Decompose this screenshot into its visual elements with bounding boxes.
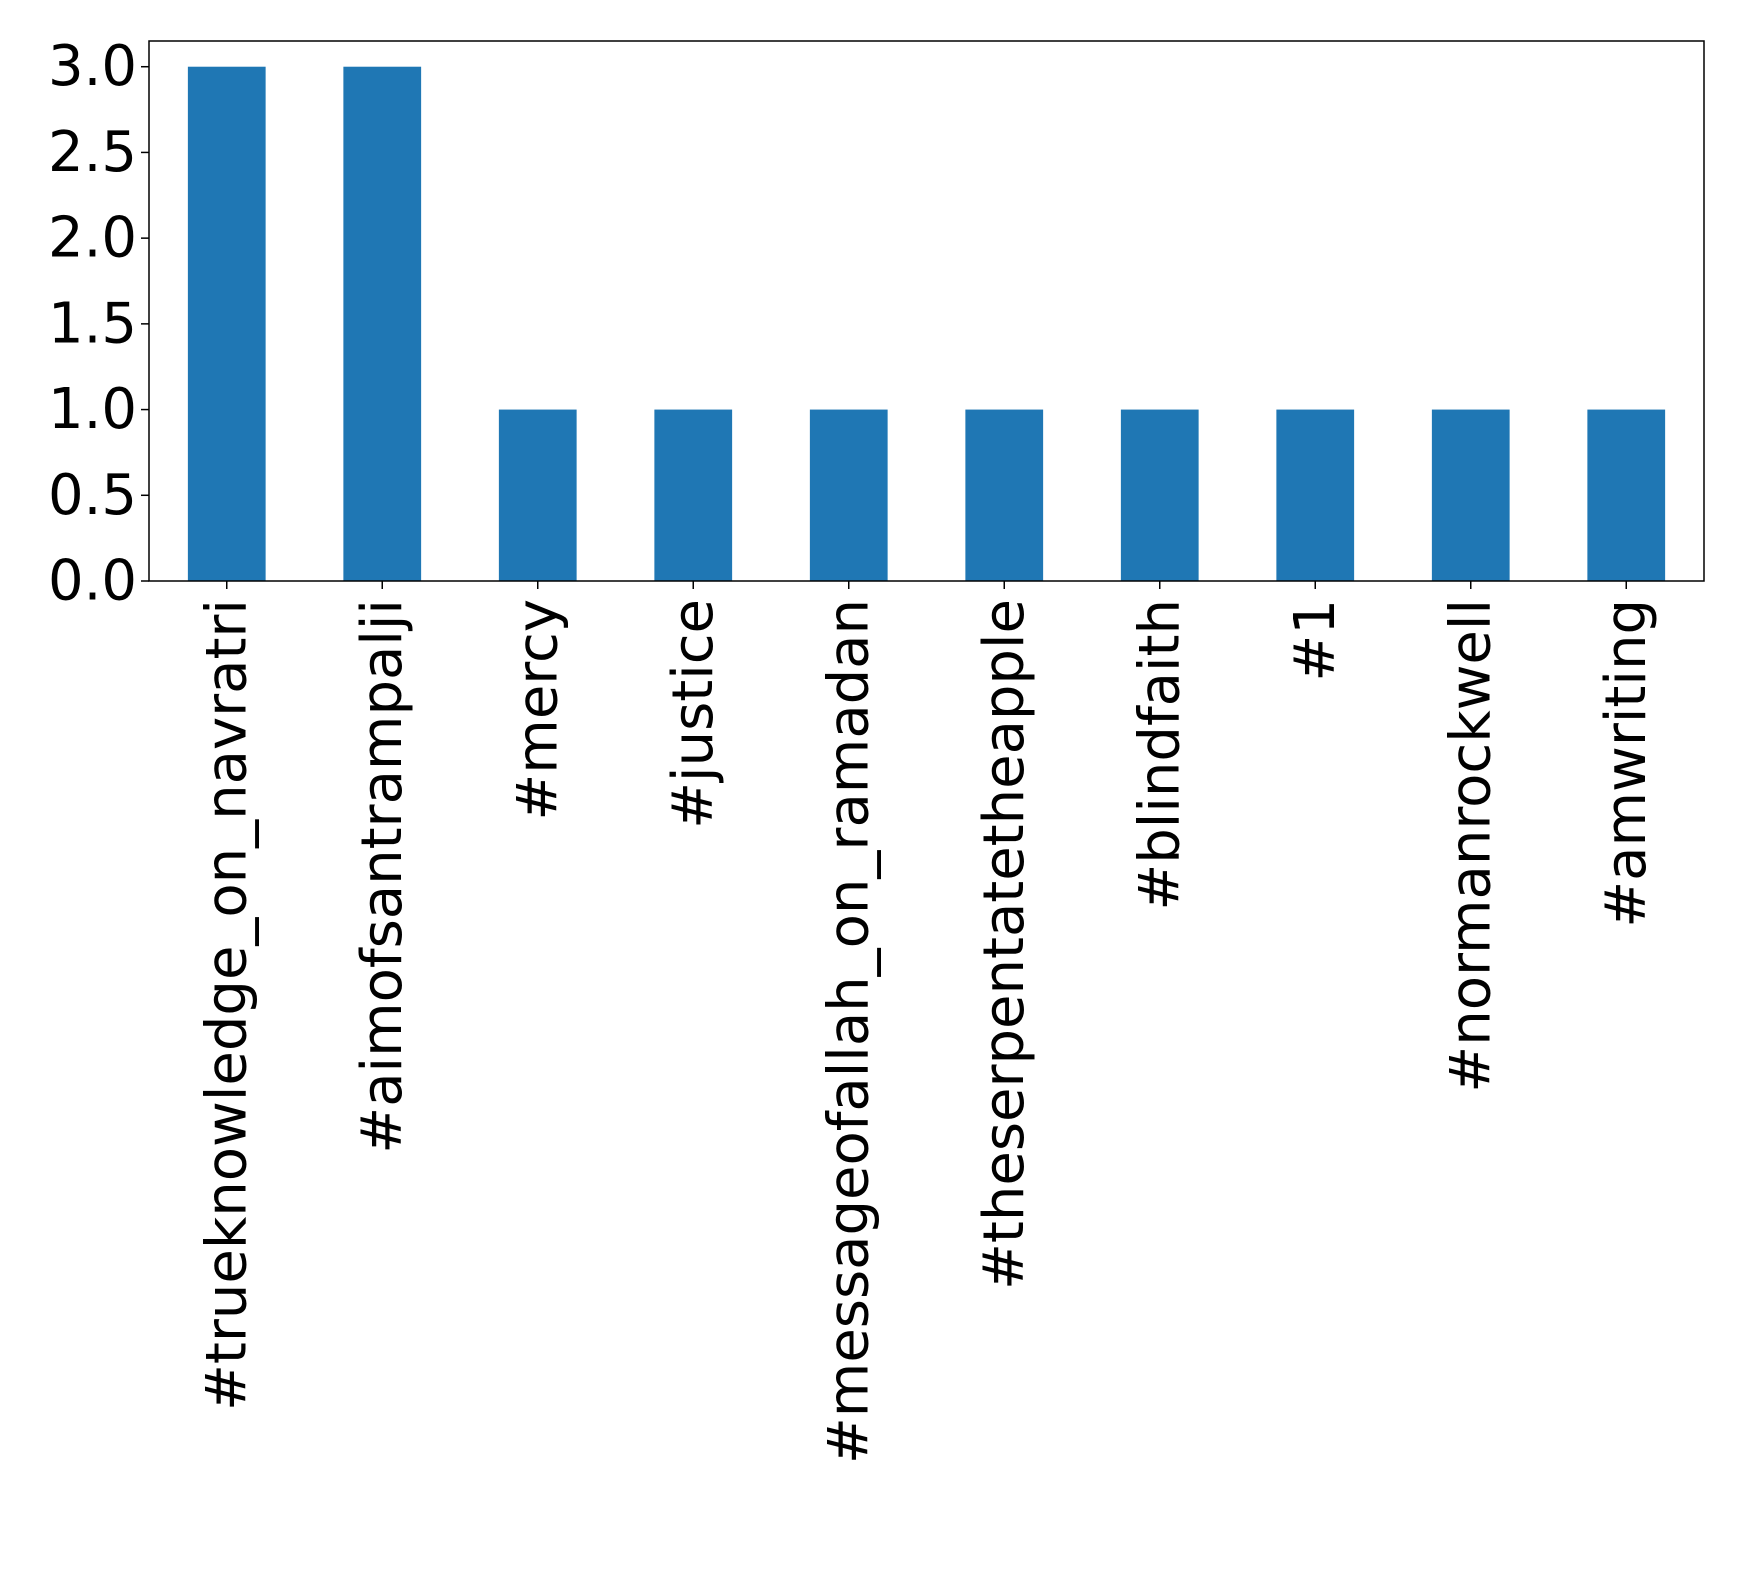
y-tick-label: 1.0 xyxy=(48,377,137,442)
y-tick-label: 2.5 xyxy=(48,120,137,185)
bar-4 xyxy=(654,409,733,581)
x-axis: #trueknowledge_on_navratri #aimofsantramp… xyxy=(194,581,1659,1464)
x-tick-label: #blindfaith xyxy=(1127,599,1192,911)
x-tick-label: #messageofallah_on_ramadan xyxy=(816,599,881,1464)
bar-5 xyxy=(809,409,888,581)
y-tick-label: 2.0 xyxy=(48,206,137,271)
y-tick-label: 1.5 xyxy=(48,291,137,356)
y-tick-label: 3.0 xyxy=(48,34,137,99)
bar-9 xyxy=(1431,409,1510,581)
bars-group xyxy=(187,66,1666,581)
bar-7 xyxy=(1120,409,1199,581)
x-tick-label: #justice xyxy=(661,599,726,829)
bar-6 xyxy=(965,409,1044,581)
y-tick-label: 0.0 xyxy=(48,549,137,614)
bar-3 xyxy=(498,409,577,581)
x-tick-label: #amwriting xyxy=(1594,599,1659,928)
bar-2 xyxy=(343,66,422,581)
y-axis: 0.0 0.5 1.0 1.5 2.0 2.5 3.0 xyxy=(48,34,149,614)
x-tick-label: #mercy xyxy=(505,599,570,821)
y-tick-label: 0.5 xyxy=(48,463,137,528)
x-tick-label: #aimofsantrampalji xyxy=(350,599,415,1154)
plot-area-frame xyxy=(148,40,1705,582)
bar-1 xyxy=(187,66,266,581)
x-tick-label: #1 xyxy=(1283,599,1348,682)
x-tick-label: #trueknowledge_on_navratri xyxy=(194,599,259,1411)
bar-10 xyxy=(1587,409,1666,581)
x-tick-label: #normanrockwell xyxy=(1438,599,1503,1093)
bar-8 xyxy=(1276,409,1355,581)
x-tick-label: #theserpentatetheapple xyxy=(972,599,1037,1290)
